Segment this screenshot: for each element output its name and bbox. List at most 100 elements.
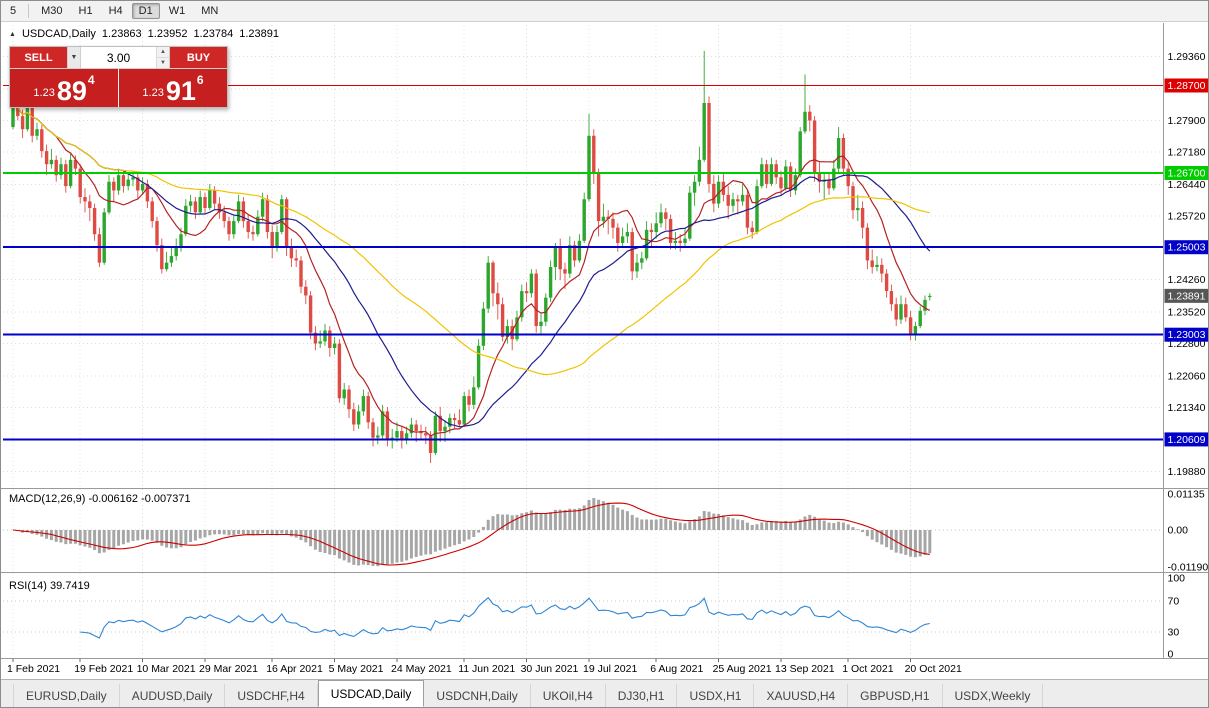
candle-body [107, 181, 111, 213]
candle-body [174, 247, 178, 257]
price-tag [1164, 288, 1208, 303]
candle-body [577, 240, 582, 261]
candle-body [472, 387, 476, 405]
candle-body [875, 264, 879, 268]
toolbar-separator [28, 4, 30, 18]
sell-price-pipette: 4 [87, 73, 95, 87]
buy-button[interactable]: BUY [170, 47, 227, 68]
spin-up-icon[interactable]: ▲ [157, 47, 169, 58]
timeframe-button-h1[interactable]: H1 [78, 5, 93, 17]
price-tick-label: 1.27180 [1168, 146, 1206, 158]
date-label: 10 Mar 2021 [137, 663, 196, 675]
price-tag [1164, 432, 1208, 447]
candle-body [102, 212, 106, 263]
tab-audusd-daily[interactable]: AUDUSD,Daily [120, 684, 226, 707]
candle-body [73, 159, 78, 169]
date-label: 11 Jun 2021 [458, 663, 515, 675]
timeframe-button-d1[interactable]: D1 [131, 3, 160, 19]
candle-body [342, 389, 346, 399]
candle-body [596, 172, 601, 222]
candle-body [846, 168, 850, 187]
candle-body [376, 435, 380, 438]
candle-body [476, 345, 481, 388]
sell-price-button[interactable]: 1.23 89 4 [10, 69, 118, 107]
candle-body [520, 291, 524, 318]
date-label: 1 Oct 2021 [842, 663, 894, 675]
price-tag [1164, 240, 1208, 255]
macd-axis-label: 0.00 [1168, 525, 1189, 537]
chart-canvas[interactable]: 1.29360 1.27900 1.27180 1.26440 1.25720 1.242… [1, 1, 1209, 681]
candle-body [448, 417, 452, 427]
candle-body [409, 424, 414, 434]
candle-body [673, 240, 678, 243]
tab-ukoil-h4[interactable]: UKOil,H4 [531, 684, 606, 707]
candle-body [731, 199, 735, 206]
buy-price-button[interactable]: 1.23 91 6 [119, 69, 227, 107]
chart-grid [3, 25, 1163, 655]
candle-body [308, 295, 313, 333]
timeframe-button-w1[interactable]: W1 [168, 5, 186, 17]
tab-usdx-weekly[interactable]: USDX,Weekly [943, 684, 1044, 707]
tab-usdchf-h4[interactable]: USDCHF,H4 [225, 684, 318, 707]
chart-tab-bar: EURUSD,Daily AUDUSD,Daily USDCHF,H4 USDCAD,… [1, 679, 1208, 707]
tab-usdcad-daily[interactable]: USDCAD,Daily [317, 680, 425, 707]
timeframe-button-mn[interactable]: MN [201, 5, 219, 17]
candles [11, 50, 932, 464]
candle-body [750, 227, 754, 233]
candle-body [136, 177, 140, 191]
tab-eurusd-daily[interactable]: EURUSD,Daily [13, 684, 120, 707]
candle-body [726, 194, 730, 206]
ohlc-high: 1.23952 [147, 28, 188, 40]
tab-usdx-h1[interactable]: USDX,H1 [677, 684, 755, 707]
tab-gbpusd-h1[interactable]: GBPUSD,H1 [848, 684, 943, 707]
panel-separators[interactable] [1, 488, 1209, 659]
price-tick-label: 1.19880 [1168, 466, 1206, 478]
candle-body [712, 183, 716, 204]
tab-dj30-h1[interactable]: DJ30,H1 [606, 684, 678, 707]
spin-down-icon[interactable]: ▼ [157, 58, 169, 68]
candle-body [328, 330, 332, 348]
candle-body [452, 417, 457, 421]
candle-body [491, 262, 495, 294]
candle-body [352, 409, 356, 425]
candle-body [169, 256, 174, 263]
volume-input[interactable] [81, 47, 156, 68]
tab-xauusd-h4[interactable]: XAUUSD,H4 [754, 684, 849, 707]
candle-body [836, 137, 841, 169]
candle-body [184, 205, 188, 235]
candle-body [424, 433, 428, 436]
candle-body [217, 203, 222, 213]
chevron-down-icon[interactable]: ▼ [67, 47, 81, 68]
candle-body [361, 396, 366, 412]
rsi-indicator-label: RSI(14) 39.7419 [9, 580, 90, 592]
timeframe-button-h4[interactable]: H4 [108, 5, 123, 17]
candle-body [524, 291, 529, 294]
date-label: 20 Oct 2021 [905, 663, 962, 675]
candle-body [164, 262, 169, 270]
date-label: 6 Aug 2021 [650, 663, 703, 675]
timeframe-toolbar: 5 M30 H1 H4 D1 W1 MN [1, 1, 1208, 22]
candle-body [414, 424, 418, 432]
candle-body [870, 260, 874, 268]
candle-body [44, 151, 49, 165]
candle-body [236, 201, 241, 222]
candle-body [323, 330, 327, 342]
candle-body [702, 102, 706, 160]
sell-button[interactable]: SELL [10, 47, 67, 68]
price-axis: 1.29360 1.27900 1.27180 1.26440 1.25720 1.242… [1163, 23, 1208, 658]
candle-body [404, 433, 409, 440]
macd-axis-label: -0.01190 [1168, 562, 1209, 574]
candle-body [380, 411, 385, 436]
candle-body [260, 199, 265, 217]
date-label: 30 Jun 2021 [521, 663, 579, 675]
candle-body [246, 221, 250, 233]
candle-body [443, 426, 447, 432]
tab-usdcnh-daily[interactable]: USDCNH,Daily [424, 684, 531, 707]
candle-body [212, 190, 217, 204]
candle-body [140, 183, 145, 191]
candle-body [692, 181, 697, 193]
timeframe-button-m30[interactable]: M30 [41, 5, 63, 17]
timeframe-button-5[interactable]: 5 [10, 5, 17, 17]
one-click-collapse-icon[interactable]: ▲ [9, 30, 16, 38]
